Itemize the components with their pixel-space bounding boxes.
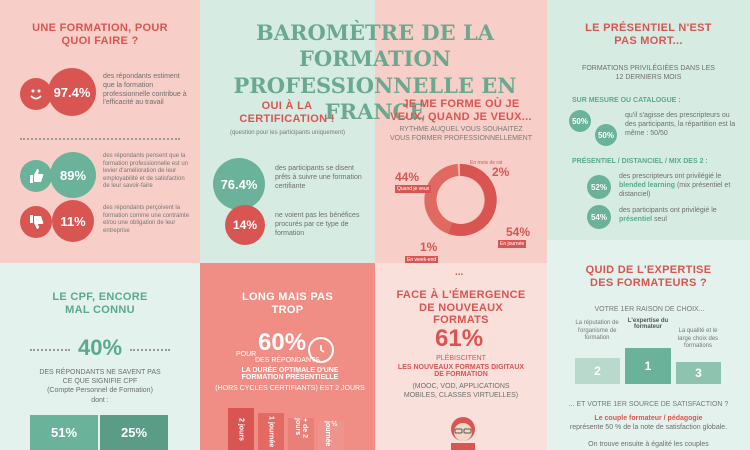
donut-pct-44: 44% <box>395 170 420 184</box>
donut-pct-1: 1% <box>420 240 438 254</box>
panel-presentiel: LE PRÉSENTIEL N'EST PAS MORT... FORMATIO… <box>547 0 750 240</box>
donut-pct-54: 54% <box>506 225 531 239</box>
donut-label-1: En week-end <box>405 256 439 264</box>
person-icon <box>451 417 475 450</box>
cpf-big-stat: 40% <box>78 335 123 360</box>
panel-duree: LONG MAIS PAS TROP POUR 60% DES RÉPONDAN… <box>200 263 375 450</box>
circle-52: 52% <box>587 175 611 199</box>
rythme-heading: JE ME FORME OÙ JE VEUX, QUAND JE VEUX... <box>390 98 532 123</box>
duree-text3: (HORS CYCLES CERTIFIANTS) EST 2 JOURS <box>215 385 365 392</box>
donut-segment-journee <box>447 163 497 236</box>
clock-icon <box>308 337 334 363</box>
donut-label-2: En mois de rat <box>470 160 503 166</box>
duree-bar-2: 1 journée <box>258 413 284 450</box>
rythme-sub: RYTHME AUQUEL VOUS SOUHAITEZ VOUS FORMER… <box>390 126 532 142</box>
panel-rythme <box>375 0 547 263</box>
panel-nouveaux-formats: ... FACE À L'ÉMERGENCE DE NOUVEAUX FORMA… <box>375 263 547 450</box>
panel-expertise: QUID DE L'EXPERTISE DES FORMATEURS ? VOT… <box>547 240 750 450</box>
duree-bar-4: ½ journée <box>318 421 344 450</box>
panel-formation-pourquoi: UNE FORMATION, POUR QUOI FAIRE ? 97.4% d… <box>0 0 200 263</box>
podium-step-1: 1 <box>625 348 671 384</box>
cpf-stat-51: 51% <box>30 415 98 450</box>
ellipsis: ... <box>455 267 464 278</box>
circle-50-a: 50% <box>569 110 591 132</box>
thumbs-down-icon <box>20 206 52 238</box>
podium-label-3: La qualité et le large choix des formati… <box>677 328 719 349</box>
rythme-donut-chart <box>424 163 497 236</box>
podium-label-1: L'expertise du formateur <box>627 318 669 330</box>
stat-14-text: ne voient pas les bénéfices procurés par… <box>275 212 360 237</box>
cpf-sub: (Compte Personnel de Formation) <box>47 387 153 394</box>
stat-76-text: des participants se disent prêts à suivr… <box>275 165 362 190</box>
certification-heading: OUI À LA CERTIFICATION ! <box>239 100 335 125</box>
cpf-text: DES RÉPONDANTS NE SAVENT PAS CE QUE SIGN… <box>39 369 161 385</box>
duree-pour: POUR <box>236 351 257 358</box>
expertise-a3: On trouve ensuite à égalité les couples <box>588 441 709 448</box>
expertise-q1: VOTRE 1ER RAISON DE CHOIX... <box>594 306 705 313</box>
duree-text2: LA DURÉE OPTIMALE D'UNE FORMATION PRÉSEN… <box>241 367 339 381</box>
duree-bar-1: 2 jours <box>228 408 254 450</box>
formats-text1: PLÉBISCITENT <box>436 355 486 362</box>
expertise-a2b: représente 50 % de la note de satisfacti… <box>569 424 728 431</box>
divider <box>30 349 70 351</box>
stat-11-text: des répondants perçoivent la formation c… <box>103 205 190 234</box>
stat-11-circle: 11% <box>52 200 94 242</box>
duree-bar-3: + de 2 jours <box>288 418 314 450</box>
formats-heading: FACE À L'ÉMERGENCE DE NOUVEAUX FORMATS <box>396 289 526 327</box>
formation-heading: UNE FORMATION, POUR QUOI FAIRE ? <box>32 22 168 47</box>
presentiel-sub: FORMATIONS PRIVILÉGIÉES DANS LES 12 DERN… <box>582 65 715 81</box>
expertise-heading: QUID DE L'EXPERTISE DES FORMATEURS ? <box>585 264 712 289</box>
cpf-dont: dont : <box>91 397 109 404</box>
stat-97-text: des répondants estiment que la formation… <box>103 73 187 107</box>
cpf-stat-25: 25% <box>100 415 168 450</box>
stat-76-circle: 76.4% <box>213 158 265 210</box>
smiley-icon <box>20 78 52 110</box>
duree-heading: LONG MAIS PAS TROP <box>241 291 334 316</box>
formats-text3: (MOOC, VOD, APPLICATIONS MOBILES, CLASSE… <box>403 383 519 399</box>
formats-text2: LES NOUVEAUX FORMATS DIGITAUX DE FORMATI… <box>397 364 525 378</box>
page-title: BAROMÈTRE DE LA FORMATION PROFESSIONNELL… <box>233 20 517 124</box>
donut-segment-quand-je-veux <box>424 164 459 234</box>
stat-97-circle: 97.4% <box>48 68 96 116</box>
stat-14-circle: 14% <box>225 205 265 245</box>
donut-pct-2: 2% <box>492 165 510 179</box>
formats-big-stat: 61% <box>435 325 484 352</box>
circle-50-b: 50% <box>595 124 617 146</box>
donut-label-54: En journée <box>498 240 527 248</box>
cpf-heading: LE CPF, ENCORE MAL CONNU <box>52 291 148 316</box>
expertise-q2: ... ET VOTRE 1ER SOURCE DE SATISFACTION … <box>568 401 729 408</box>
duree-text1: DES RÉPONDANTS <box>255 357 320 364</box>
thumbs-up-icon <box>20 160 52 192</box>
duree-big-stat: 60% <box>258 329 307 356</box>
expertise-a2: Le couple formateur / pédagogie <box>594 415 703 422</box>
q1-label: SUR MESURE OU CATALOGUE : <box>572 97 681 104</box>
presentiel-heading: LE PRÉSENTIEL N'EST PAS MORT... <box>585 22 712 47</box>
podium-label-2: La réputation de l'organisme de formatio… <box>575 320 619 341</box>
divider <box>20 138 180 140</box>
circle-54: 54% <box>587 205 611 229</box>
s54-text: des participants ont privilégié le prése… <box>619 207 717 223</box>
stat-89-circle: 89% <box>50 152 96 198</box>
q1-text: qu'il s'agisse des prescripteurs ou des … <box>625 112 736 137</box>
podium-step-2: 2 <box>575 358 620 384</box>
s52-text: des prescripteurs ont privilégié le blen… <box>619 173 731 198</box>
panel-cpf: LE CPF, ENCORE MAL CONNU 40% DES RÉPONDA… <box>0 263 200 450</box>
stat-89-text: des répondants pensent que la formation … <box>103 153 189 189</box>
q2-label: PRÉSENTIEL / DISTANCIEL / MIX DES 2 : <box>572 158 708 165</box>
certification-note: (question pour les participants uniqueme… <box>229 130 346 136</box>
podium-step-3: 3 <box>676 362 721 384</box>
donut-label-44: Quand je veux <box>395 185 432 193</box>
divider <box>130 349 170 351</box>
